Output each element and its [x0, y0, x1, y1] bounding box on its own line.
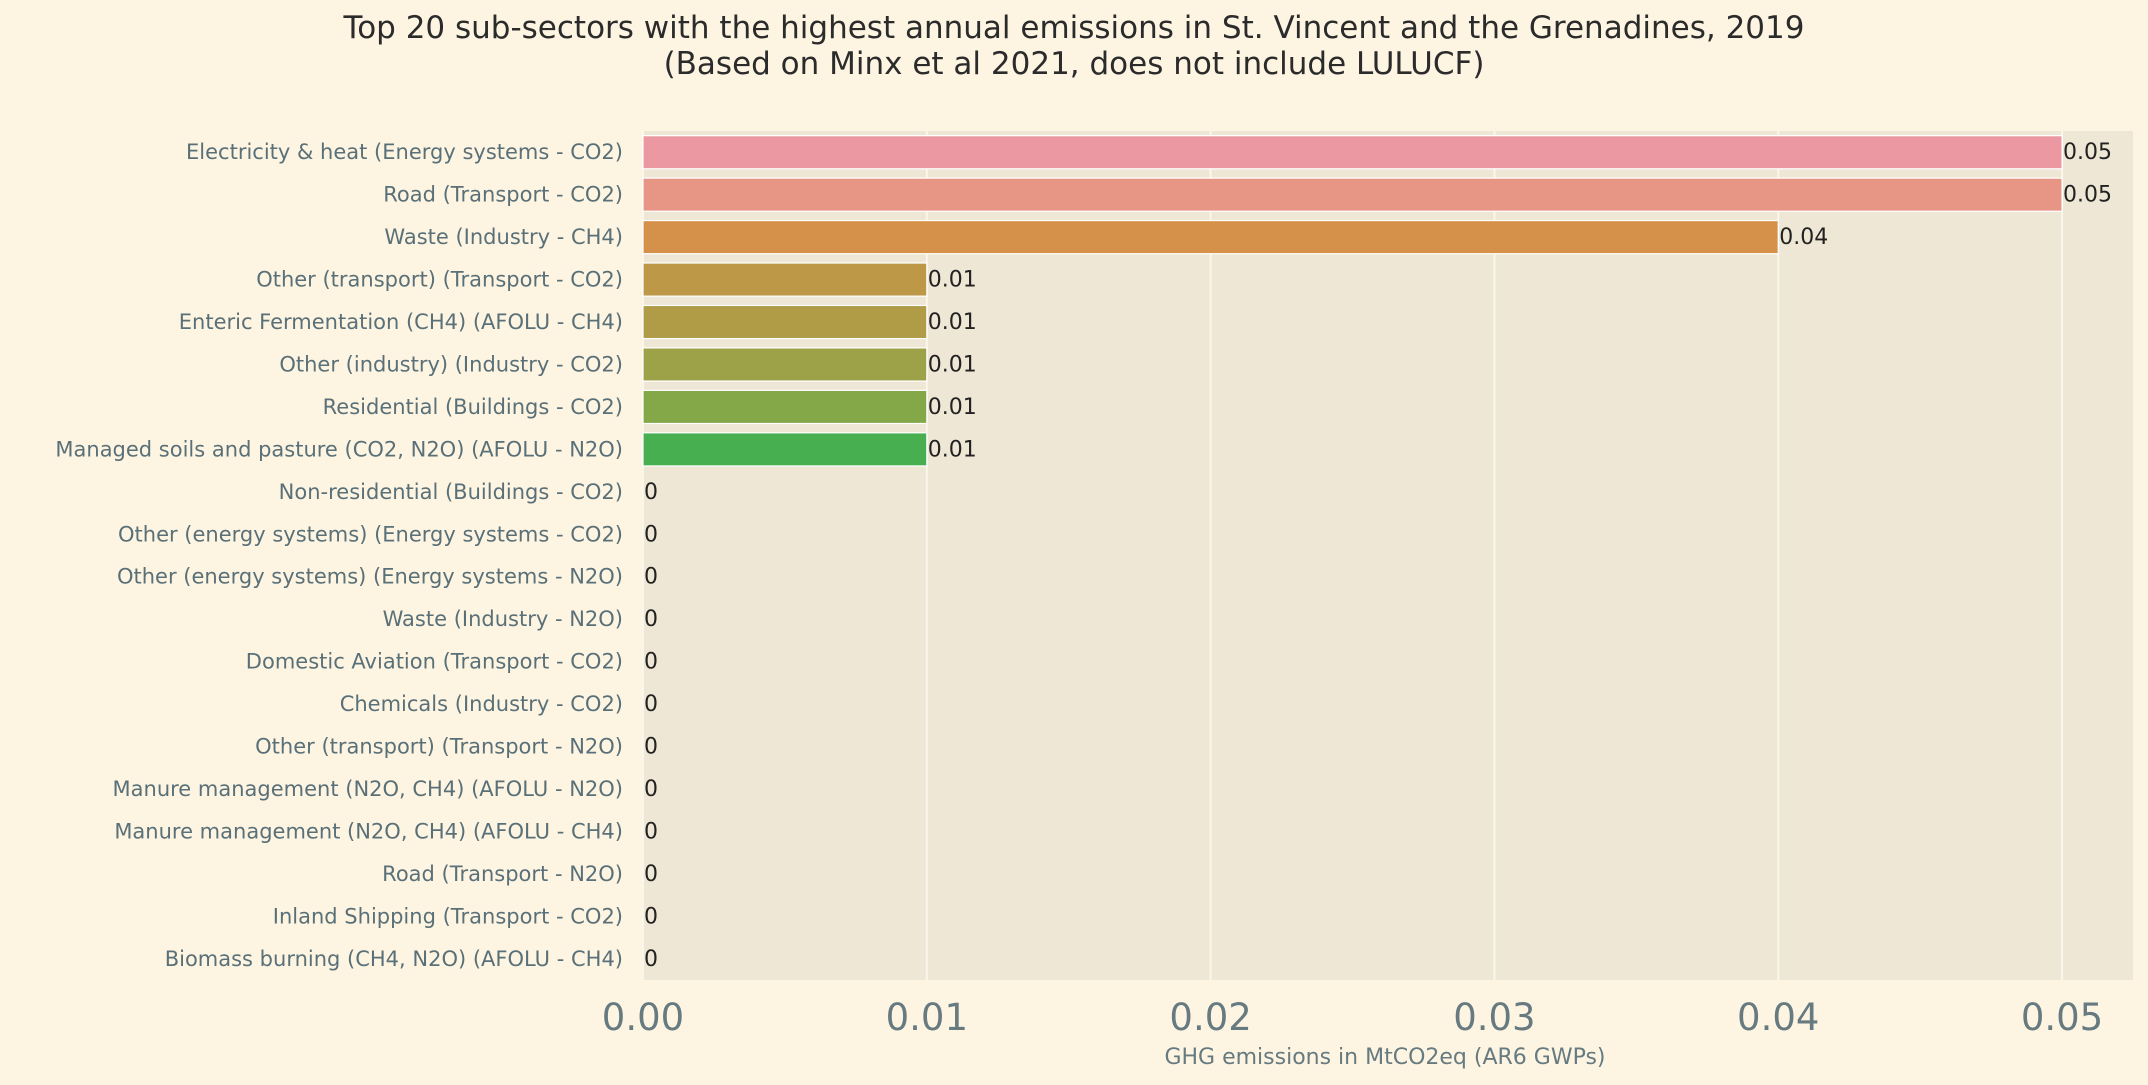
category-label: Other (energy systems) (Energy systems -…	[117, 565, 623, 589]
data-label: 0	[644, 565, 658, 590]
data-label: 0	[644, 777, 658, 802]
data-label: 0.01	[928, 395, 977, 420]
bar	[642, 262, 928, 297]
category-label: Non-residential (Buildings - CO2)	[279, 480, 623, 504]
data-label: 0	[644, 692, 658, 717]
data-label: 0.01	[928, 437, 977, 462]
category-label: Residential (Buildings - CO2)	[323, 395, 623, 419]
bar	[642, 219, 1779, 255]
data-label: 0	[644, 522, 658, 547]
x-tick-label: 0.05	[2021, 996, 2103, 1039]
data-label: 0	[644, 904, 658, 929]
bar	[642, 135, 2063, 170]
category-label: Road (Transport - N2O)	[382, 862, 623, 886]
x-tick-label: 0.01	[886, 996, 968, 1039]
category-label: Manure management (N2O, CH4) (AFOLU - CH…	[114, 819, 623, 843]
category-label: Other (transport) (Transport - N2O)	[255, 735, 623, 759]
x-axis-title: GHG emissions in MtCO2eq (AR6 GWPs)	[1164, 1045, 1605, 1070]
bar	[642, 304, 928, 340]
data-label: 0	[644, 862, 658, 887]
category-label: Manure management (N2O, CH4) (AFOLU - N2…	[113, 777, 623, 801]
category-label: Road (Transport - CO2)	[383, 183, 623, 207]
category-label: Waste (Industry - N2O)	[383, 607, 623, 631]
data-label: 0.05	[2063, 140, 2112, 165]
category-label: Chemicals (Industry - CO2)	[340, 692, 623, 716]
chart-title: Top 20 sub-sectors with the highest annu…	[343, 10, 1805, 46]
category-label: Enteric Fermentation (CH4) (AFOLU - CH4)	[179, 310, 623, 334]
bar	[642, 432, 928, 467]
bar	[642, 389, 928, 425]
data-label: 0.04	[1779, 225, 1828, 250]
bar	[642, 347, 928, 382]
x-tick-label: 0.02	[1169, 996, 1251, 1039]
x-tick-label: 0.00	[602, 996, 684, 1039]
category-label: Electricity & heat (Energy systems - CO2…	[186, 140, 623, 164]
data-label: 0	[644, 650, 658, 675]
category-label: Other (transport) (Transport - CO2)	[256, 268, 623, 292]
category-label: Managed soils and pasture (CO2, N2O) (AF…	[55, 437, 623, 461]
plot-background	[643, 131, 2133, 980]
data-label: 0	[644, 947, 658, 972]
category-label: Domestic Aviation (Transport - CO2)	[246, 650, 623, 674]
x-tick-label: 0.04	[1737, 996, 1819, 1039]
data-label: 0.01	[928, 310, 977, 335]
data-label: 0	[644, 607, 658, 632]
data-label: 0	[644, 819, 658, 844]
category-label: Waste (Industry - CH4)	[384, 225, 623, 249]
category-label: Inland Shipping (Transport - CO2)	[273, 904, 623, 928]
data-label: 0	[644, 480, 658, 505]
data-label: 0.01	[928, 352, 977, 377]
category-label: Other (industry) (Industry - CO2)	[279, 352, 623, 376]
x-tick-label: 0.03	[1453, 996, 1535, 1039]
data-label: 0.05	[2063, 183, 2112, 208]
data-label: 0	[644, 735, 658, 760]
chart-subtitle: (Based on Minx et al 2021, does not incl…	[663, 46, 1485, 82]
data-label: 0.01	[928, 268, 977, 293]
category-label: Biomass burning (CH4, N2O) (AFOLU - CH4)	[165, 947, 623, 971]
bar	[642, 177, 2063, 212]
category-label: Other (energy systems) (Energy systems -…	[118, 522, 623, 546]
